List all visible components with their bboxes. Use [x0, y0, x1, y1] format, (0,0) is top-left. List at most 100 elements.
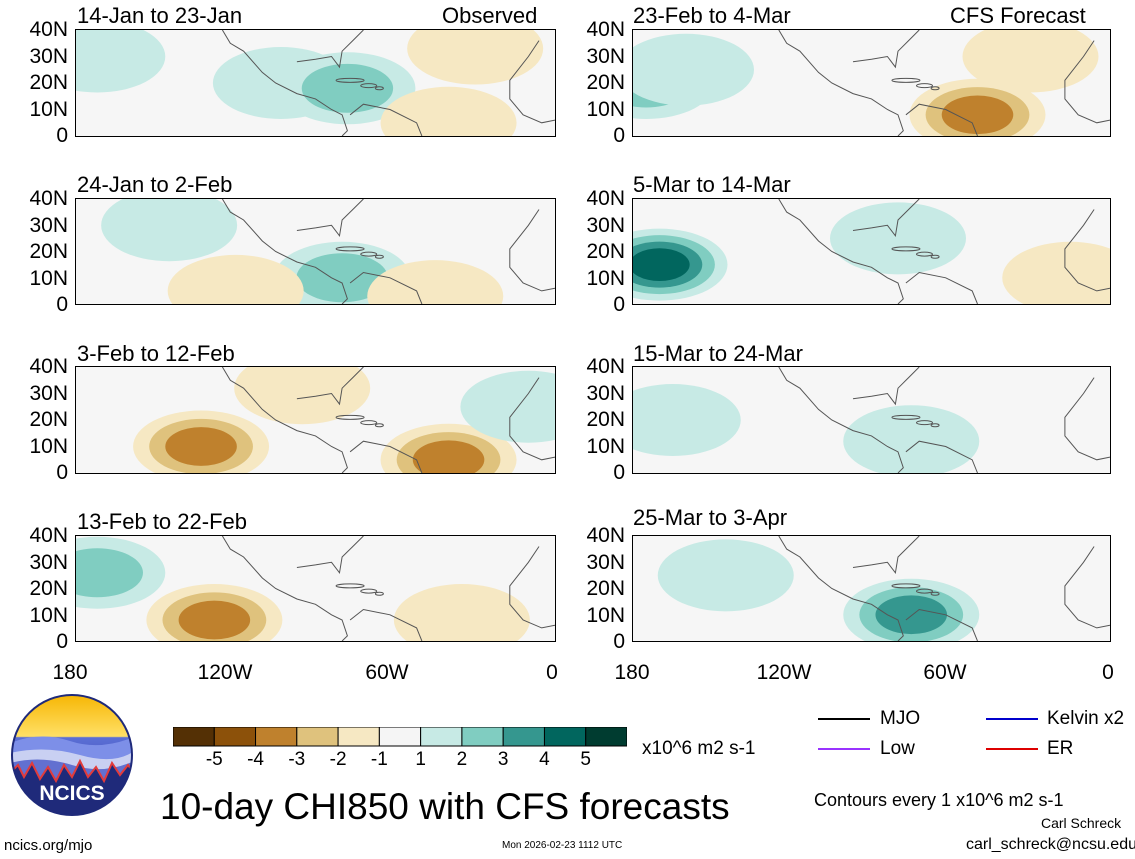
island: [916, 251, 933, 257]
y-tick-label: 30N: [586, 381, 625, 405]
y-tick-label: 0: [613, 293, 625, 316]
units-label: x10^6 m2 s-1: [642, 738, 756, 759]
coastline: [296, 199, 364, 238]
author-email: carl_schreck@ncsu.edu: [966, 836, 1135, 853]
y-tick-label: 40N: [586, 18, 625, 41]
y-tick-label: 0: [613, 461, 625, 484]
coastline: [1064, 546, 1110, 629]
coastline: [905, 271, 978, 304]
contour-note: Contours every 1 x10^6 m2 s-1: [814, 790, 1064, 810]
legend-line-kelvin: [986, 718, 1038, 720]
anomaly-shading: [234, 367, 371, 425]
colorbar-label: 3: [497, 749, 509, 770]
colorbar-swatch: [420, 726, 463, 747]
coastline: [852, 30, 920, 69]
anomaly-shading: [296, 253, 388, 303]
coastline: [1064, 209, 1110, 292]
y-tick-label: 40N: [29, 355, 68, 378]
anomaly-shading: [393, 584, 530, 641]
y-tick-label: 10N: [29, 434, 68, 458]
coastline: [221, 367, 348, 473]
colorbar-swatch: [337, 726, 380, 747]
observed-header: Observed: [442, 3, 538, 28]
y-tick-label: 30N: [29, 44, 68, 68]
panel-title: 5-Mar to 14-Mar: [633, 172, 791, 197]
ncics-logo: NCICS: [10, 693, 134, 817]
island: [335, 77, 365, 83]
y-tick-label: 20N: [29, 408, 68, 431]
y-tick-label: 0: [56, 630, 68, 653]
coastline: [778, 30, 904, 136]
y-tick-label: 20N: [586, 577, 625, 600]
island: [374, 86, 384, 91]
y-tick-label: 40N: [586, 187, 625, 210]
anomaly-shading: [101, 199, 238, 262]
colorbar-label: 4: [539, 749, 550, 770]
coastline: [1064, 40, 1110, 124]
coastline: [905, 440, 978, 473]
anomaly-shading: [843, 405, 980, 473]
y-tick-label: 40N: [29, 18, 68, 41]
y-tick-label: 0: [613, 124, 625, 147]
anomaly-shading: [76, 548, 143, 598]
y-tick-label: 10N: [586, 434, 625, 458]
coastline: [509, 377, 555, 461]
y-tick-label: 0: [56, 124, 68, 147]
colorbar-label: -3: [288, 749, 306, 770]
y-tick-label: 0: [56, 293, 68, 316]
y-tick-label: 20N: [29, 240, 68, 263]
y-tick-label: 30N: [586, 44, 625, 68]
coastline: [509, 209, 555, 292]
x-tick-label: 60W: [923, 661, 967, 684]
coastline: [778, 536, 904, 641]
site-url: ncics.org/mjo: [4, 837, 93, 854]
coastline: [296, 367, 364, 406]
coastline: [296, 30, 364, 69]
y-tick-label: 30N: [29, 550, 68, 574]
y-tick-label: 10N: [586, 97, 625, 121]
coastline: [221, 199, 348, 304]
panel-title: 14-Jan to 23-Jan: [77, 3, 243, 28]
island: [335, 583, 365, 589]
colorbar-swatch: [543, 726, 587, 747]
colorbar-swatch: [502, 726, 545, 747]
anomaly-shading: [412, 440, 485, 473]
island: [335, 246, 365, 252]
coastline: [905, 103, 978, 136]
y-tick-label: 20N: [586, 71, 625, 94]
map-panel-observed-2: [75, 198, 556, 305]
anomaly-shading: [830, 202, 966, 275]
anomaly-shading: [178, 600, 251, 640]
anomaly-shading: [165, 427, 237, 466]
x-tick-label: 0: [546, 661, 558, 684]
legend-label-low: Low: [880, 738, 915, 759]
colorbar-swatch: [296, 726, 339, 747]
panel-title: 13-Feb to 22-Feb: [77, 509, 247, 534]
chart-title: 10-day CHI850 with CFS forecasts: [160, 786, 730, 827]
y-tick-label: 10N: [586, 603, 625, 627]
coastline: [221, 30, 348, 136]
map-panel-forecast-2: [632, 198, 1111, 305]
anomaly-shading: [76, 30, 166, 93]
island: [916, 588, 933, 594]
anomaly-shading: [367, 260, 504, 304]
x-tick-label: 0: [1102, 661, 1114, 684]
coastline: [1064, 377, 1110, 461]
island: [891, 583, 921, 589]
colorbar-swatch: [255, 726, 298, 747]
coastline: [905, 608, 978, 641]
island: [930, 591, 940, 596]
legend-label-mjo: MJO: [880, 708, 921, 729]
island: [374, 591, 384, 596]
y-tick-label: 20N: [29, 71, 68, 94]
island: [930, 86, 940, 91]
y-tick-label: 20N: [586, 408, 625, 431]
map-panel-forecast-4: [632, 535, 1111, 642]
colorbar-swatch: [585, 726, 628, 747]
coastline: [349, 103, 423, 136]
author: Carl Schreck: [1041, 815, 1122, 831]
coastline: [509, 40, 555, 124]
colorbar-label: -5: [205, 749, 223, 770]
y-tick-label: 10N: [29, 266, 68, 290]
anomaly-shading: [167, 254, 304, 304]
